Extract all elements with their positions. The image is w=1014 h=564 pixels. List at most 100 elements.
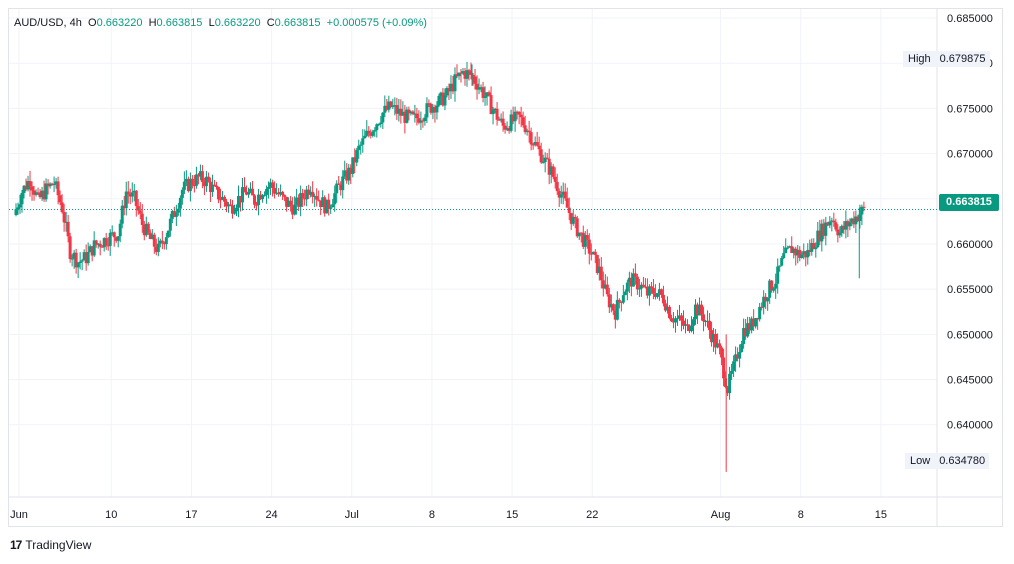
candle-body <box>834 222 838 230</box>
candle-body <box>840 225 844 234</box>
candle-body <box>475 83 479 90</box>
candle-body <box>343 170 347 177</box>
candle-body <box>437 95 441 106</box>
candle-body <box>182 181 186 190</box>
candle-body <box>273 188 277 194</box>
candle-body <box>631 273 635 287</box>
candle-body <box>551 166 555 177</box>
tradingview-brand[interactable]: 17 TradingView <box>10 538 91 552</box>
candle-body <box>371 131 375 136</box>
candle-body <box>58 195 62 203</box>
candle-body <box>663 303 667 311</box>
candle-body <box>275 192 279 194</box>
candle-body <box>812 243 816 250</box>
candle-body <box>730 370 734 374</box>
candle-body <box>120 205 124 224</box>
candle-body <box>858 214 862 221</box>
candle-body <box>473 76 477 84</box>
candle-body <box>375 124 379 131</box>
candle-body <box>186 178 190 192</box>
candle-body <box>162 243 166 245</box>
candle-body <box>170 211 174 219</box>
candle-body <box>673 318 677 323</box>
candle-body <box>297 197 301 207</box>
candle-body <box>212 184 216 186</box>
candle-body <box>341 176 345 191</box>
x-tick-label: 15 <box>875 509 887 521</box>
candle-body <box>621 295 625 303</box>
candle-body <box>333 193 337 205</box>
candle-body <box>74 252 78 268</box>
candle-body <box>96 243 100 245</box>
candle-body <box>291 205 295 215</box>
candle-body <box>453 74 457 92</box>
candle-body <box>860 206 864 215</box>
candle-body <box>174 212 178 217</box>
candle-body <box>435 105 439 113</box>
chart-frame <box>8 8 1003 527</box>
candle-body <box>637 288 641 290</box>
candle-body <box>152 234 156 247</box>
candle-body <box>194 174 198 186</box>
candle-body <box>786 247 790 249</box>
y-tick-label: 0.655000 <box>947 284 993 296</box>
tradingview-logo-icon: 17 <box>10 538 22 552</box>
symbol-label: AUD/USD <box>14 17 64 29</box>
candle-body <box>433 107 437 113</box>
candle-body <box>455 74 459 77</box>
high-marker-value: 0.679875 <box>935 51 990 67</box>
candle-body <box>439 92 443 96</box>
candle-body <box>794 248 798 256</box>
candle-body <box>722 357 726 379</box>
low-marker-value: 0.634780 <box>935 453 990 469</box>
candle-body <box>311 191 315 197</box>
high-value: 0.663815 <box>156 17 203 29</box>
close-value: 0.663815 <box>274 17 321 29</box>
candle-body <box>471 74 475 77</box>
candle-body <box>714 333 718 348</box>
candle-body <box>491 110 495 115</box>
candle-body <box>694 304 698 320</box>
last-price-tag: 0.663815 <box>939 194 999 211</box>
candle-body <box>363 135 367 139</box>
low-marker: Low 0.634780 <box>905 453 990 469</box>
candle-body <box>42 190 46 200</box>
candle-body <box>216 187 220 200</box>
candle-body <box>862 206 866 208</box>
candle-body <box>190 178 194 186</box>
candle-body <box>331 204 335 208</box>
candle-body <box>443 95 447 106</box>
candle-body <box>647 286 651 296</box>
candle-body <box>593 251 597 255</box>
candle-body <box>679 315 683 321</box>
candle-body <box>802 251 806 255</box>
candle-body <box>214 185 218 188</box>
candle-body <box>335 183 339 194</box>
candle-body <box>158 240 162 244</box>
candle-body <box>796 249 800 256</box>
candle-body <box>700 304 704 315</box>
candle-body <box>317 199 321 201</box>
candle-body <box>553 176 557 182</box>
candle-body <box>367 130 371 134</box>
candle-body <box>130 192 134 197</box>
candle-body <box>816 230 820 248</box>
candle-body <box>166 230 170 238</box>
candle-body <box>702 314 706 322</box>
candle-body <box>303 198 307 200</box>
candle-body <box>315 196 319 200</box>
candle-body <box>397 108 401 114</box>
candle-body <box>465 70 469 79</box>
candle-body <box>445 88 449 96</box>
candle-body <box>824 222 828 236</box>
candle-body <box>102 238 106 248</box>
candle-body <box>355 150 359 163</box>
candle-body <box>301 193 305 199</box>
candle-body <box>180 189 184 198</box>
candle-body <box>828 221 832 226</box>
candle-body <box>710 330 714 343</box>
candle-body <box>289 200 293 206</box>
candle-body <box>780 258 784 266</box>
candle-body <box>810 243 814 252</box>
